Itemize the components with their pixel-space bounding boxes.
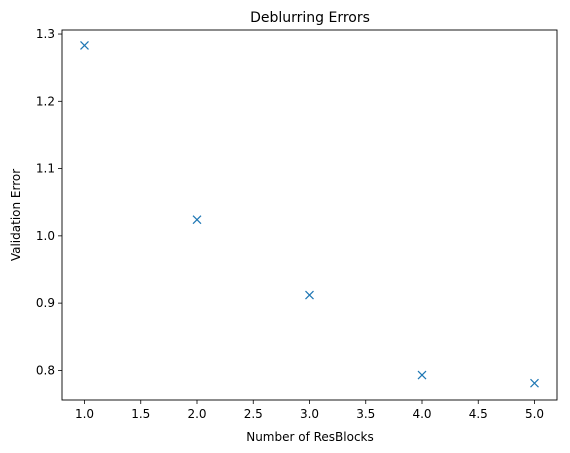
plot-area	[61, 29, 558, 401]
x-axis-label: Number of ResBlocks	[246, 430, 374, 444]
y-axis: 0.8 0.9 1.0 1.1 1.2 1.3	[36, 27, 62, 377]
y-tick-label: 0.9	[36, 296, 55, 310]
y-tick-label: 0.8	[36, 363, 55, 377]
y-tick-label: 1.0	[36, 229, 55, 243]
data-point	[80, 41, 89, 50]
x-axis: 1.0 1.5 2.0 2.5 3.0 3.5 4.0 4.5 5.0	[75, 400, 544, 421]
x-tick-label: 2.5	[244, 407, 263, 421]
x-tick-label: 2.0	[187, 407, 206, 421]
y-axis-label: Validation Error	[9, 169, 23, 261]
x-tick-label: 4.5	[469, 407, 488, 421]
data-point	[305, 290, 314, 300]
data-points	[80, 41, 539, 388]
x-tick-label: 4.0	[412, 407, 431, 421]
x-tick-label: 3.5	[356, 407, 375, 421]
x-tick-label: 3.0	[300, 407, 319, 421]
x-tick-label: 1.0	[75, 407, 94, 421]
x-tick-label: 1.5	[131, 407, 150, 421]
y-tick-label: 1.3	[36, 27, 55, 41]
data-point	[417, 370, 427, 380]
chart-title: Deblurring Errors	[250, 10, 370, 26]
x-tick-label: 5.0	[525, 407, 544, 421]
data-point	[530, 378, 539, 388]
data-point	[192, 215, 202, 225]
y-tick-label: 1.1	[36, 162, 55, 176]
y-tick-label: 1.2	[36, 94, 55, 108]
